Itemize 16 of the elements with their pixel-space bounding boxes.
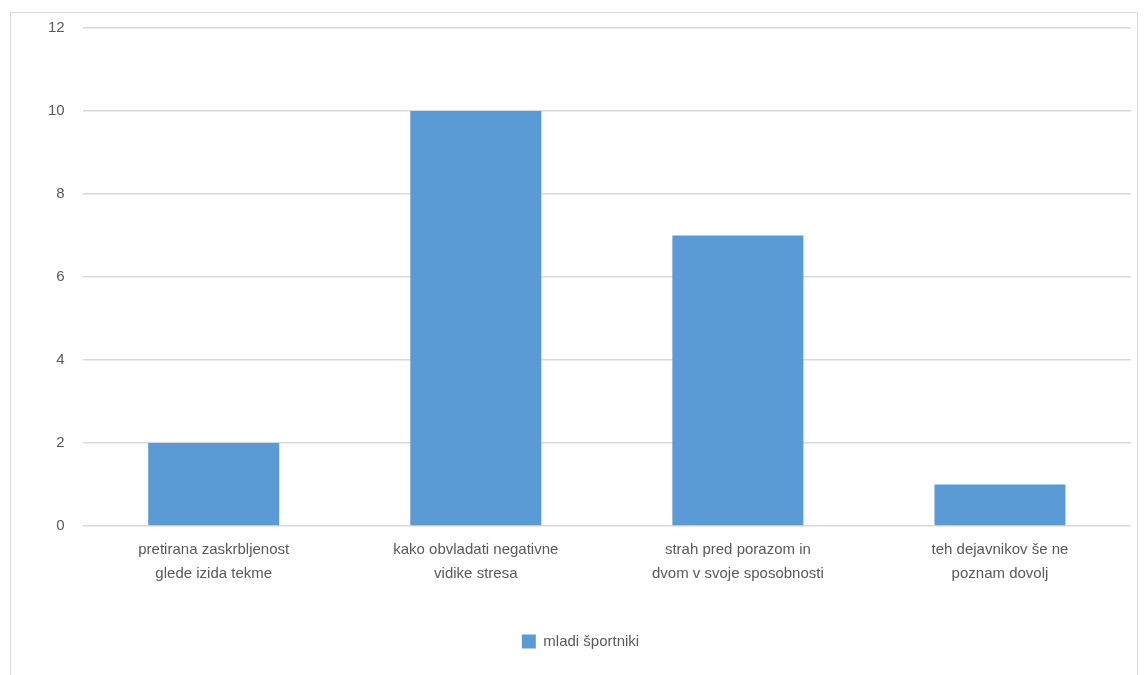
y-tick-label: 4 [56, 350, 65, 368]
y-tick-label: 2 [56, 433, 65, 451]
x-tick-label: pretirana zaskrbljenost glede izida tekme [138, 540, 290, 582]
y-tick-label: 10 [48, 101, 65, 119]
y-tick-label: 8 [56, 184, 65, 202]
x-tick-label: strah pred porazom in dvom v svoje sposobnosti [652, 540, 824, 582]
x-tick-label: teh dejavnikov še ne poznam dovolj [931, 540, 1069, 582]
bar [148, 443, 280, 526]
bar [410, 111, 542, 526]
y-tick-label: 6 [56, 267, 65, 285]
legend-label: mladi športniki [543, 631, 640, 649]
bar [934, 484, 1066, 526]
y-tick-label: 12 [48, 18, 65, 36]
x-tick-label: kako obvladati negativne vidike stresa [393, 540, 559, 582]
y-tick-label: 0 [56, 516, 65, 534]
bar [672, 235, 804, 526]
